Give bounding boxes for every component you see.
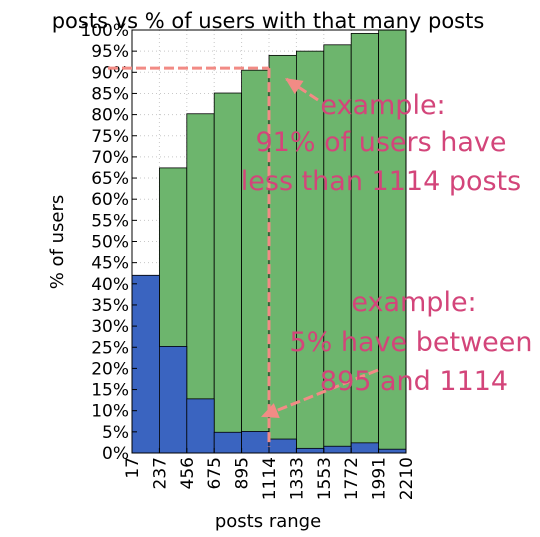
x-tick-label: 1333 [287,457,307,500]
y-tick-label: 20% [91,359,129,379]
bar-share-7 [323,445,352,454]
y-tick-label: 90% [91,63,129,83]
y-tick-label: 55% [91,211,129,231]
annotation-arrowhead-top [285,78,304,95]
y-axis-ticks: 0%5%10%15%20%25%30%35%40%45%50%55%60%65%… [80,21,137,464]
y-tick-label: 70% [91,148,129,168]
bars [131,29,407,454]
bar-cumulative-6 [295,50,325,454]
annotation-bottom-line-1: example: [351,287,476,318]
bar-share-2 [186,398,215,454]
y-tick-label: 40% [91,275,129,295]
bar-share-5 [268,438,297,454]
annotation-arrow-bottom-diagonal [260,368,379,419]
x-tick-label: 1114 [260,457,280,500]
y-tick-label: 100% [80,21,129,41]
bar-share-0 [131,274,160,454]
y-tick-label: 95% [91,42,129,62]
x-axis-label: posts range [215,511,321,532]
x-tick-label: 2210 [397,457,417,500]
y-tick-label: 45% [91,254,129,274]
x-tick-label: 17 [123,457,143,479]
bar-share-9 [378,448,407,454]
x-tick-label: 1772 [342,457,362,500]
bar-share-6 [295,447,325,454]
y-tick-label: 80% [91,106,129,126]
chart-title: posts vs % of users with that many posts [52,9,485,33]
y-tick-label: 10% [91,402,129,422]
y-tick-label: 75% [91,127,129,147]
x-tick-label: 456 [178,457,198,489]
x-tick-label: 1553 [315,457,335,500]
y-tick-label: 0% [102,444,129,464]
annotation-arrowhead-bottom [261,403,280,418]
y-tick-label: 60% [91,190,129,210]
bar-share-3 [213,431,242,454]
bar-share-1 [158,346,188,454]
annotation-top-line-1: example: [320,90,445,121]
bar-cumulative-4 [241,69,270,454]
bar-cumulative-5 [268,54,297,454]
annotation-arrows [108,66,379,447]
x-tick-label: 895 [233,457,253,489]
y-tick-label: 35% [91,296,129,316]
annotation-bottom-line-3: 895 and 1114 [320,366,508,397]
bar-cumulative-3 [213,92,242,454]
y-tick-label: 50% [91,233,129,253]
y-tick-label: 85% [91,84,129,104]
x-tick-label: 237 [150,457,170,489]
y-tick-label: 65% [91,169,129,189]
x-tick-label: 1991 [370,457,390,500]
y-tick-label: 15% [91,381,129,401]
bar-cumulative-8 [350,32,380,454]
annotation-bottom-line-2: 5% have between [290,327,533,358]
y-tick-label: 30% [91,317,129,337]
bar-cumulative-9 [378,29,407,454]
y-axis-label: % of users [47,195,68,290]
bar-share-8 [350,442,380,454]
annotation-top-line-2: 91% of users have [256,127,507,158]
annotation-top-line-3: less than 1114 posts [241,166,521,197]
x-tick-label: 675 [205,457,225,489]
y-tick-label: 25% [91,338,129,358]
y-tick-label: 5% [102,423,129,443]
x-axis-ticks: 17 237 456 675 895 1114 1333 1553 1772 1991 2210 [123,448,417,500]
bar-share-4 [241,431,270,454]
